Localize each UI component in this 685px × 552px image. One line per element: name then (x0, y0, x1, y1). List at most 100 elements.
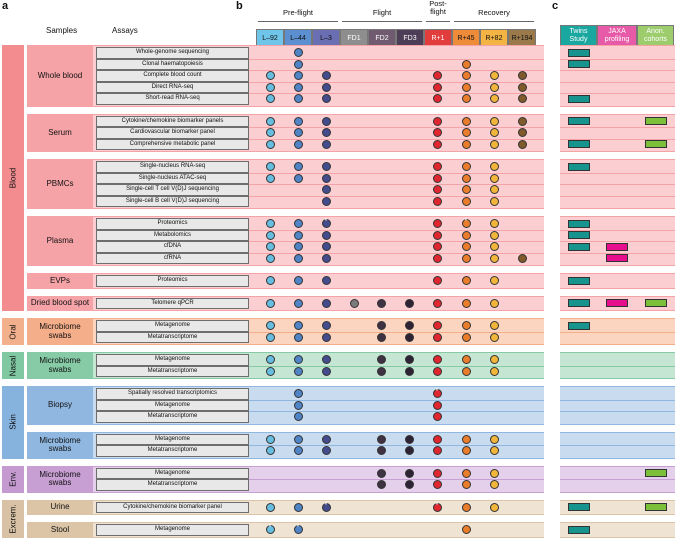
sample-dot-R+82 (489, 185, 499, 195)
row-divider (249, 138, 544, 140)
sample-dot-R+1 (432, 332, 442, 342)
sample-dot-L–3 (321, 366, 331, 376)
row-divider (249, 93, 544, 94)
sample-dot-R+82 (489, 321, 499, 331)
row-divider (249, 241, 544, 242)
timepoint-header-9: R+82 (480, 29, 508, 46)
study-marker-3 (644, 299, 667, 308)
sample-dot-L–44 (293, 400, 303, 410)
study-row-divider (560, 479, 675, 480)
sample-dot-FD3 (404, 332, 414, 342)
study-marker-3 (644, 503, 667, 512)
sample-dot-L–92 (265, 321, 275, 331)
sample-dot-L–3 (321, 71, 331, 81)
sample-dot-FD2 (376, 332, 386, 342)
sample-dot-R+1 (432, 388, 442, 399)
sample-label-11: Microbiome swabs (27, 465, 93, 493)
study-marker-1 (567, 242, 590, 251)
sample-dot-R+1 (432, 355, 442, 365)
assay-row-10-2: Metatranscriptome (96, 445, 249, 457)
study-marker-1 (567, 231, 590, 240)
sample-label-7: Microbiome swabs (27, 318, 93, 345)
sample-dot-L–44 (293, 524, 303, 535)
sample-dot-R+45 (461, 525, 471, 535)
sample-dot-R+45 (461, 230, 471, 240)
sample-dot-L–44 (293, 434, 303, 444)
sample-dot-L–44 (293, 230, 303, 240)
timepoint-header-10: R+194 (508, 29, 536, 46)
sample-dot-L–3 (321, 230, 331, 240)
sample-dot-R+45 (461, 242, 471, 252)
sample-dot-L–3 (321, 242, 331, 252)
sample-dot-R+45 (461, 116, 471, 126)
sample-dot-R+82 (489, 71, 499, 81)
study-marker-1 (567, 299, 590, 308)
sample-dot-R+1 (432, 162, 442, 172)
sample-dot-L–44 (293, 366, 303, 376)
study-marker-3 (644, 469, 667, 478)
sample-dot-FD2 (376, 434, 386, 444)
sample-dot-R+1 (432, 128, 442, 138)
sample-dot-L–92 (265, 219, 275, 229)
study-marker-1 (567, 117, 590, 126)
sample-dot-L–44 (293, 298, 303, 308)
sample-dot-L–92 (265, 253, 275, 263)
sample-dot-L–3 (321, 276, 331, 286)
sample-dot-R+45 (461, 253, 471, 263)
sample-dot-R+82 (489, 128, 499, 138)
assay-row-4-4: cfRNA (96, 252, 249, 264)
sample-dot-L–3 (321, 446, 331, 456)
sample-dot-R+82 (489, 139, 499, 149)
study-marker-2 (606, 299, 628, 308)
assays-header: Assays (112, 26, 138, 35)
category-text: Blood (8, 167, 18, 189)
assay-row-2-3: Comprehensive metabolic panel (96, 138, 249, 150)
row-divider (249, 399, 544, 401)
sample-dot-L–92 (265, 242, 275, 252)
group-line-flight (342, 21, 422, 22)
sample-label-5: EVPs (27, 273, 93, 289)
study-row-divider (560, 138, 675, 140)
study-marker-1 (567, 276, 590, 285)
sample-dot-R+82 (489, 242, 499, 252)
sample-dot-L–44 (293, 219, 303, 229)
assay-row-11-2: Metatranscriptome (96, 479, 249, 491)
sample-dot-L–92 (265, 434, 275, 444)
sample-dot-R+45 (461, 446, 471, 456)
assay-row-4-2: Metabolomics (96, 229, 249, 241)
assay-row-11-1: Metagenome (96, 467, 249, 479)
sample-dot-FD3 (404, 468, 414, 478)
sample-dot-R+1 (432, 219, 442, 229)
assay-row-9-2: Metagenome (96, 399, 249, 411)
sample-dot-L–3 (321, 162, 331, 172)
sample-dot-L–92 (265, 355, 275, 365)
sample-dot-FD1 (349, 298, 359, 308)
row-divider (249, 229, 544, 231)
sample-dot-L–3 (321, 332, 331, 342)
sample-dot-FD2 (376, 480, 386, 490)
row-divider (249, 70, 544, 71)
sample-dot-R+45 (461, 139, 471, 149)
study-marker-1 (567, 525, 590, 534)
row-divider (249, 365, 544, 367)
sample-dot-R+1 (432, 434, 442, 444)
sample-dot-L–3 (321, 355, 331, 365)
sample-dot-R+45 (461, 185, 471, 195)
sample-dot-FD2 (376, 298, 386, 308)
sample-dot-L–3 (321, 434, 331, 444)
sample-dot-L–3 (321, 298, 331, 308)
study-marker-1 (567, 140, 590, 149)
sample-dot-L–44 (293, 321, 303, 331)
study-marker-1 (567, 503, 590, 512)
study-marker-1 (567, 48, 590, 57)
sample-dot-R+1 (432, 276, 442, 286)
sample-dot-L–44 (293, 94, 303, 104)
sample-dot-L–44 (293, 116, 303, 126)
sample-dot-R+82 (489, 298, 499, 308)
sample-dot-R+45 (461, 128, 471, 138)
sample-dot-L–92 (265, 173, 275, 183)
sample-dot-L–92 (265, 366, 275, 376)
assay-row-5-1: Proteomics (96, 275, 249, 287)
sample-dot-R+82 (489, 276, 499, 286)
sample-dot-L–44 (293, 276, 303, 286)
